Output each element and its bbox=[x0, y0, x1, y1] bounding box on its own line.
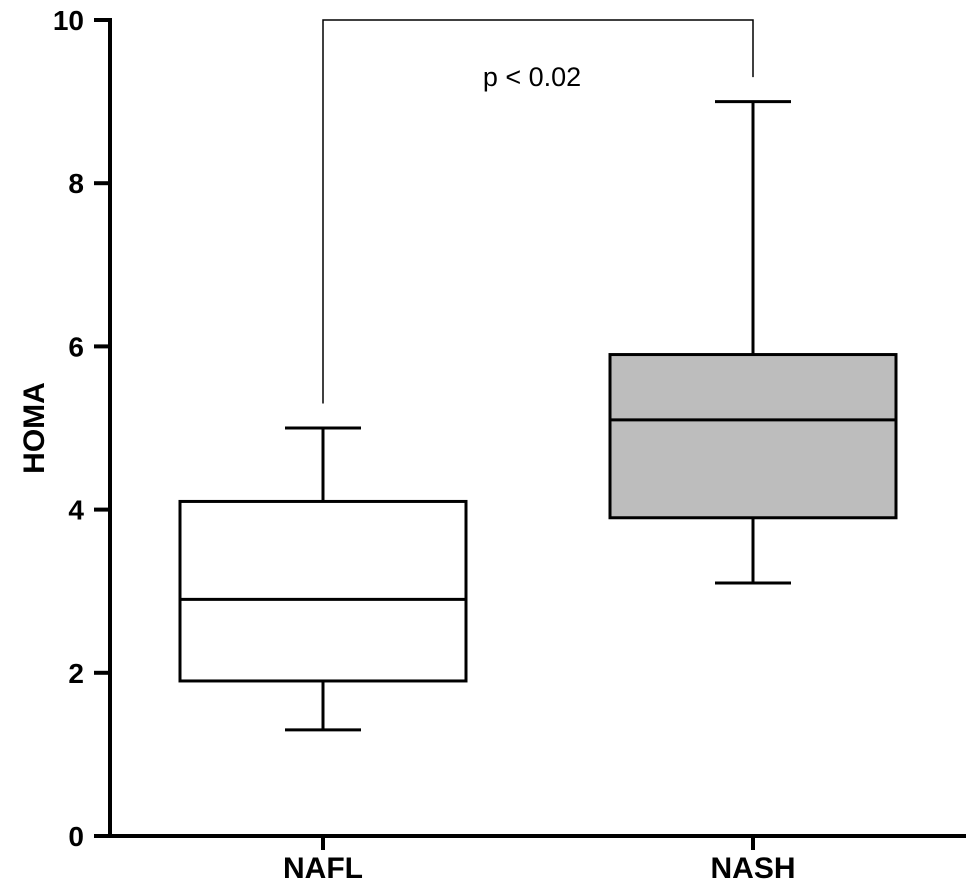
y-tick-label: 4 bbox=[68, 495, 84, 526]
x-ticks: NAFL NASH bbox=[283, 836, 796, 882]
y-tick-label: 2 bbox=[68, 658, 84, 689]
box-nafl bbox=[180, 428, 466, 730]
y-tick-label: 8 bbox=[68, 168, 84, 199]
y-axis-title: HOMA bbox=[18, 382, 51, 474]
x-tick-label: NASH bbox=[710, 852, 795, 882]
significance-bracket: p < 0.02 bbox=[323, 20, 753, 404]
iqr-box bbox=[610, 355, 896, 518]
iqr-box bbox=[180, 501, 466, 681]
y-ticks: 0 2 4 6 8 10 bbox=[53, 5, 110, 852]
x-tick-label: NAFL bbox=[283, 852, 363, 882]
p-value-label: p < 0.02 bbox=[483, 62, 581, 92]
box-nash bbox=[610, 102, 896, 583]
boxes-layer bbox=[180, 102, 896, 730]
y-tick-label: 6 bbox=[68, 331, 84, 362]
y-tick-label: 10 bbox=[53, 5, 84, 36]
y-tick-label: 0 bbox=[68, 821, 84, 852]
